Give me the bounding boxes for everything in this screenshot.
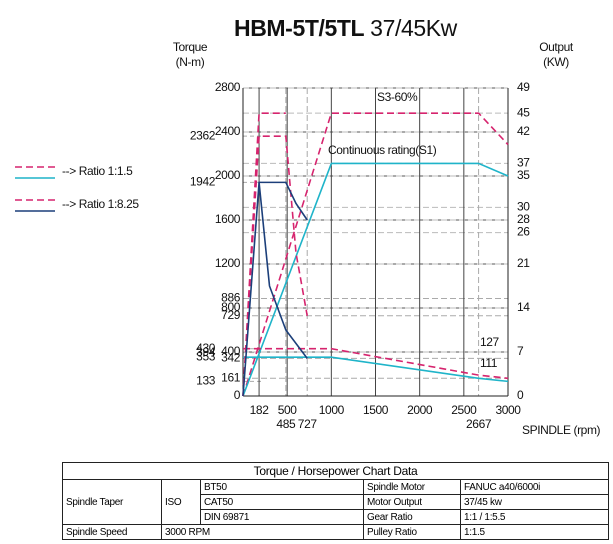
cell: Pulley Ratio: [363, 524, 461, 540]
y-marker-label: 353: [196, 349, 216, 363]
chart: HBM-5T/5TL 37/45Kw Torque (N-m) Output (K…: [15, 15, 601, 437]
cell: Spindle Speed: [62, 524, 162, 540]
cell: 1:1.5: [460, 524, 609, 540]
series-line: [258, 182, 308, 359]
chart-title: HBM-5T/5TL 37/45Kw: [234, 15, 458, 41]
y-tick-label: 2800: [215, 80, 241, 94]
y-marker-label: 1942: [190, 175, 216, 189]
y-tick-label: 0: [234, 388, 241, 402]
title-main: HBM-5T/5TL: [234, 15, 365, 41]
series-line: [242, 135, 309, 397]
y-tick-label: 342: [221, 351, 241, 365]
y2-tick-label: 49: [517, 80, 530, 94]
x-marker-label: 485: [276, 417, 296, 431]
y2-tick-label: 14: [517, 300, 530, 314]
y2-tick-label: 7: [517, 344, 524, 358]
x-tick-label: 500: [278, 403, 298, 417]
y2-tick-label: 28: [517, 212, 530, 226]
x-tick-label: 1500: [363, 403, 389, 417]
series-line: [242, 162, 509, 397]
y2-axis-label: (KW): [543, 55, 569, 69]
y-tick-label: 1200: [215, 256, 241, 270]
cell: DIN 69871: [200, 509, 364, 525]
x-marker-label: 2667: [466, 417, 492, 431]
y-tick-label: 800: [221, 300, 241, 314]
series-line: [242, 112, 286, 397]
legend-label: --> Ratio 1:1.5: [62, 164, 133, 178]
y-tick-label: 161: [221, 370, 241, 384]
series-line: [243, 356, 509, 383]
annotation: 127: [480, 335, 500, 349]
spec-table: Torque / Horsepower Chart Data Spindle T…: [62, 462, 609, 540]
y2-axis-label: Output: [539, 40, 574, 54]
series-line: [243, 347, 509, 380]
cell: Spindle Motor: [363, 479, 461, 495]
y-marker-label: 394: [196, 345, 216, 359]
annotation: Continuous rating(S1): [328, 143, 437, 157]
y-tick-label: 400: [221, 344, 241, 358]
y2-tick-label: 37: [517, 156, 530, 170]
y-marker-label: 133: [196, 374, 216, 388]
y2-tick-label: 21: [517, 256, 530, 270]
series-line: [242, 112, 509, 397]
title-sub: 37/45Kw: [370, 15, 457, 41]
y-marker-label: 2362: [190, 128, 216, 142]
cell: 1:1 / 1:5.5: [460, 509, 609, 525]
x-tick-label: 2500: [451, 403, 477, 417]
cell: Motor Output: [363, 494, 461, 510]
x-tick-label: 182: [250, 403, 270, 417]
y-axis-label: (N-m): [176, 55, 205, 69]
y2-tick-label: 0: [517, 388, 524, 402]
series-line: [242, 181, 308, 397]
cell: CAT50: [200, 494, 364, 510]
y-axis-label: Torque: [173, 40, 208, 54]
y-tick-label: 2000: [215, 168, 241, 182]
legend-label: --> Ratio 1:8.25: [62, 197, 139, 211]
cell: 3000 RPM: [161, 524, 364, 540]
cell: BT50: [200, 479, 364, 495]
y-tick-label: 2400: [215, 124, 241, 138]
cell: ISO: [161, 479, 201, 525]
cell: Gear Ratio: [363, 509, 461, 525]
y-tick-label: 886: [221, 291, 241, 305]
x-marker-label: 727: [298, 417, 318, 431]
annotation: S3-60%: [377, 90, 418, 104]
y2-tick-label: 30: [517, 200, 530, 214]
y-marker-label: 430: [196, 341, 216, 355]
cell: Spindle Taper: [62, 479, 162, 525]
y2-tick-label: 42: [517, 124, 530, 138]
x-tick-label: 3000: [495, 403, 521, 417]
y2-tick-label: 45: [517, 105, 530, 119]
x-tick-label: 1000: [319, 403, 345, 417]
cell: FANUC a40/6000i: [460, 479, 609, 495]
y2-tick-label: 26: [517, 225, 530, 239]
x-tick-label: 2000: [407, 403, 433, 417]
table-title: Torque / Horsepower Chart Data: [62, 462, 609, 480]
y-tick-label: 1600: [215, 212, 241, 226]
y2-tick-label: 35: [517, 168, 530, 182]
cell: 37/45 kw: [460, 494, 609, 510]
annotation: 111: [480, 356, 498, 370]
x-axis-label: SPINDLE (rpm): [522, 423, 601, 437]
y-tick-label: 729: [221, 308, 241, 322]
